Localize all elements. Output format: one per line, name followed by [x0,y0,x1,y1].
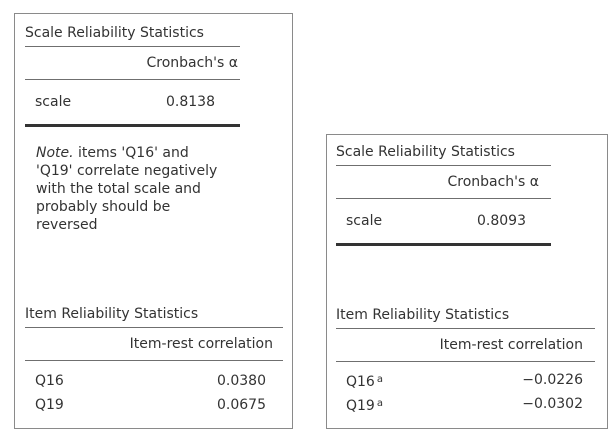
row-label-group: Q19 a [346,392,383,418]
table-row: scale 0.8138 [25,80,240,124]
table-row: scale 0.8093 [336,199,551,243]
row-value: −0.0302 [522,396,583,412]
column-header: Cronbach's α [146,55,238,71]
row-value: 0.8138 [166,94,215,110]
row-value: 0.0675 [217,397,266,413]
note-line: probably should be [36,199,171,215]
row-value: 0.0380 [217,373,266,389]
footnote-marker: a [376,398,383,409]
row-label: Q19 [35,397,64,413]
row-label: scale [346,213,383,229]
scale-reliability-table: Scale Reliability Statistics Cronbach's … [25,25,240,127]
scale-reliability-table: Scale Reliability Statistics Cronbach's … [336,144,551,246]
table-title: Item Reliability Statistics [336,307,510,323]
note-line: with the total scale and [36,181,201,197]
table-title: Item Reliability Statistics [25,306,199,322]
item-reliability-table: Item Reliability Statistics Item-rest co… [336,307,595,416]
note-line: reversed [36,217,98,233]
title-rule [336,165,551,166]
column-header: Cronbach's α [447,174,539,190]
note-line: 'Q19' correlate negatively [36,163,218,179]
column-header: Item-rest correlation [439,337,583,353]
header-rule [336,198,551,199]
row-value: −0.0226 [522,372,583,388]
header-rule [336,361,595,362]
row-label-group: Q16 a [346,368,383,394]
row-label: scale [35,94,72,110]
row-label: Q19 [346,398,375,414]
item-reliability-table: Item Reliability Statistics Item-rest co… [25,306,283,417]
note-label: Note. [36,145,74,161]
title-rule [25,327,283,328]
right-results-panel: Scale Reliability Statistics Cronbach's … [326,134,608,429]
note-line: items 'Q16' and [78,145,189,161]
table-row: Q19 0.0675 [25,393,283,417]
table-note: Note. items 'Q16' and 'Q19' correlate ne… [36,144,217,234]
title-rule [25,46,240,47]
left-results-panel: Scale Reliability Statistics Cronbach's … [14,13,293,429]
header-rule [25,79,240,80]
table-row: Q19 a −0.0302 [336,392,595,416]
table-bottom-rule [336,243,551,246]
row-value: 0.8093 [477,213,526,229]
footnote-marker: a [376,374,383,385]
title-rule [336,328,595,329]
table-row: Q16 a −0.0226 [336,368,595,392]
table-bottom-rule [25,124,240,127]
header-rule [25,360,283,361]
table-title: Scale Reliability Statistics [25,25,204,41]
table-row: Q16 0.0380 [25,369,283,393]
table-title: Scale Reliability Statistics [336,144,515,160]
row-label: Q16 [346,374,375,390]
column-header: Item-rest correlation [129,336,273,352]
row-label: Q16 [35,373,64,389]
